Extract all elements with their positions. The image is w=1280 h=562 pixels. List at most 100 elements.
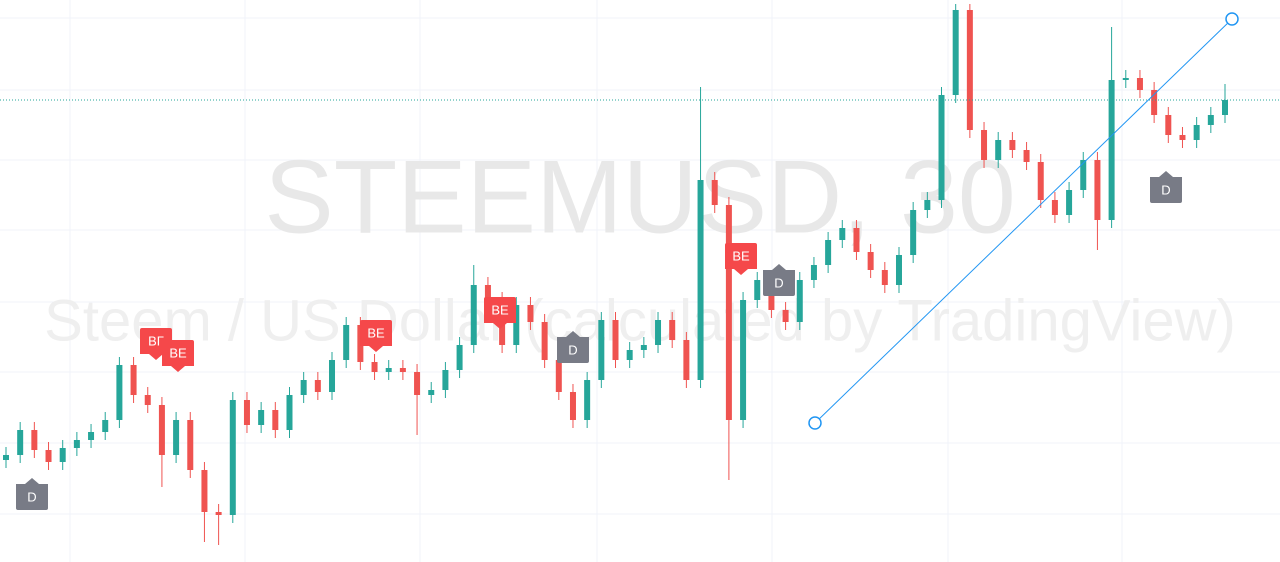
- candle-body: [995, 140, 1002, 160]
- candle-body: [626, 350, 633, 360]
- watermark-description: Steem / US Dollar (calculated by Trading…: [44, 288, 1236, 353]
- dividend-marker: [557, 331, 589, 363]
- candles: [0, 4, 1280, 545]
- candle-body: [598, 320, 605, 380]
- markers: D ВГ BE BE BE D BE D D: [16, 171, 1182, 510]
- candle-body: [272, 410, 279, 430]
- candle-body: [442, 370, 449, 390]
- candle-body: [1051, 200, 1058, 215]
- candle-body: [683, 340, 690, 380]
- candle-body: [555, 360, 562, 392]
- candle-body: [456, 345, 463, 370]
- candle-body: [895, 255, 902, 285]
- trend-handle[interactable]: [808, 416, 822, 430]
- candle-body: [938, 95, 945, 200]
- candle-body: [144, 395, 151, 405]
- dividend-marker: [763, 264, 795, 296]
- candle-body: [612, 320, 619, 360]
- candle-body: [1222, 100, 1228, 115]
- marker-label: BE: [169, 345, 187, 360]
- candle-body: [187, 420, 194, 470]
- candle-body: [1207, 115, 1214, 125]
- candle-body: [711, 180, 718, 205]
- candle-body: [300, 380, 307, 395]
- candle-body: [782, 310, 789, 322]
- candle-body: [1009, 140, 1016, 150]
- candle-body: [158, 405, 165, 455]
- candle-body: [796, 280, 803, 322]
- candle-body: [1193, 125, 1200, 140]
- candle-body: [810, 265, 817, 280]
- candle-body: [541, 322, 548, 360]
- marker-label: D: [1161, 182, 1170, 197]
- candle-body: [881, 270, 888, 285]
- candle-body: [314, 380, 321, 392]
- candle-body: [286, 395, 293, 430]
- marker-label: D: [27, 489, 36, 504]
- candle-body: [399, 368, 406, 372]
- candle-body: [88, 432, 95, 440]
- candle-body: [31, 430, 38, 450]
- candle-body: [910, 210, 917, 255]
- candle-body: [655, 320, 662, 345]
- candle-body: [102, 420, 109, 432]
- candle-body: [697, 180, 704, 380]
- candle-body: [1094, 160, 1101, 220]
- marker-label: BE: [491, 302, 509, 317]
- marker-label: BE: [367, 325, 385, 340]
- candle-body: [754, 280, 761, 300]
- candle-body: [329, 360, 336, 392]
- candle-body: [740, 300, 747, 420]
- signal-marker: [360, 320, 392, 352]
- candle-body: [725, 205, 732, 420]
- candle-body: [1023, 150, 1030, 162]
- dividend-marker: [16, 478, 48, 510]
- candle-body: [981, 130, 988, 160]
- candle-body: [45, 450, 52, 462]
- candle-body: [343, 325, 350, 360]
- candle-body: [130, 365, 137, 395]
- signal-marker: [725, 243, 757, 275]
- candle-body: [59, 448, 66, 462]
- candle-body: [1136, 78, 1143, 90]
- marker-label: D: [774, 275, 783, 290]
- candle-body: [385, 368, 392, 372]
- candle-body: [584, 380, 591, 420]
- candle-body: [853, 228, 860, 252]
- signal-marker: [162, 340, 194, 372]
- candle-body: [201, 470, 208, 512]
- candle-body: [952, 10, 959, 95]
- candle-body: [414, 372, 421, 395]
- candle-body: [513, 305, 520, 345]
- candle-body: [258, 410, 265, 425]
- candle-body: [1165, 115, 1172, 135]
- candle-body: [3, 455, 9, 460]
- candle-body: [1037, 162, 1044, 200]
- candle-body: [1080, 160, 1087, 190]
- candle-body: [867, 252, 874, 270]
- candle-body: [484, 285, 491, 300]
- candle-body: [640, 345, 647, 350]
- candle-body: [243, 400, 250, 425]
- candle-body: [1066, 190, 1073, 215]
- candle-body: [1179, 135, 1186, 140]
- trend-handle[interactable]: [1225, 12, 1239, 26]
- trend-line[interactable]: [814, 18, 1233, 424]
- candle-body: [924, 200, 931, 210]
- candle-body: [470, 285, 477, 345]
- marker-label: BE: [732, 248, 750, 263]
- candle-body: [73, 440, 80, 448]
- candle-body: [825, 240, 832, 265]
- marker-label: D: [568, 342, 577, 357]
- candle-body: [1108, 80, 1115, 220]
- candle-body: [569, 392, 576, 420]
- candle-body: [116, 365, 123, 420]
- marker-label: ВГ: [148, 333, 164, 348]
- candle-body: [527, 305, 534, 322]
- candle-body: [839, 228, 846, 240]
- candle-body: [966, 10, 973, 130]
- candle-body: [173, 420, 180, 455]
- candle-body: [1151, 90, 1158, 115]
